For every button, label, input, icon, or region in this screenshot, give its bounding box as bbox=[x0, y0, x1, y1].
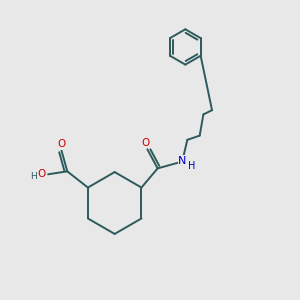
Text: O: O bbox=[38, 169, 46, 179]
Text: N: N bbox=[178, 156, 187, 166]
Text: O: O bbox=[142, 138, 150, 148]
Text: O: O bbox=[57, 139, 65, 149]
Text: H: H bbox=[188, 161, 196, 171]
Text: H: H bbox=[30, 172, 37, 181]
